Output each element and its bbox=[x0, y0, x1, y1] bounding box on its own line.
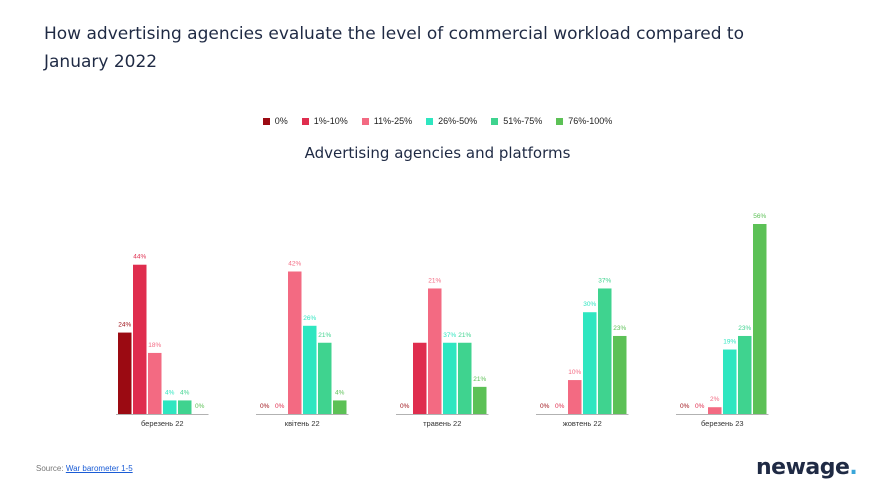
bar bbox=[708, 407, 722, 414]
legend-swatch bbox=[361, 117, 369, 125]
chart-title: Advertising agencies and platforms bbox=[304, 144, 571, 162]
data-label: 42% bbox=[288, 261, 301, 268]
data-label: 23% bbox=[613, 325, 626, 332]
data-label: 10% bbox=[568, 369, 581, 376]
category-label: травень 22 bbox=[423, 419, 461, 428]
bar bbox=[303, 325, 317, 414]
data-label: 37% bbox=[598, 277, 611, 284]
legend-item: 11%-25% bbox=[361, 116, 413, 126]
legend-label: 76%-100% bbox=[568, 116, 613, 126]
bar bbox=[163, 400, 177, 414]
bar bbox=[583, 312, 597, 414]
bar bbox=[148, 352, 162, 414]
legend-item: 76%-100% bbox=[556, 116, 612, 126]
page-title: How advertising agencies evaluate the le… bbox=[44, 24, 744, 72]
source-link[interactable]: War barometer 1-5 bbox=[65, 464, 133, 473]
legend-item: 26%-50% bbox=[426, 116, 477, 126]
data-label: 0% bbox=[695, 403, 705, 410]
data-label: 21% bbox=[318, 332, 331, 339]
legend-item: 0% bbox=[262, 116, 288, 126]
data-label: 0% bbox=[275, 403, 285, 410]
data-label: 0% bbox=[540, 403, 550, 410]
data-label: 26% bbox=[303, 315, 316, 322]
legend-swatch bbox=[301, 117, 309, 125]
data-label: 21% bbox=[473, 376, 486, 383]
source-note: Source: War barometer 1-5 bbox=[36, 464, 133, 473]
newage-logo: newage. bbox=[756, 455, 858, 480]
data-label: 19% bbox=[723, 339, 736, 346]
source-label: Source: bbox=[36, 464, 64, 473]
bar bbox=[568, 380, 582, 414]
data-label: 0% bbox=[195, 403, 205, 410]
legend-swatch bbox=[556, 117, 564, 125]
legend-swatch bbox=[426, 117, 434, 125]
category-label: березень 23 bbox=[701, 419, 744, 428]
data-label: 4% bbox=[165, 389, 175, 396]
category-label: березень 22 bbox=[141, 419, 184, 428]
bar bbox=[598, 288, 612, 414]
data-label: 24% bbox=[118, 322, 131, 329]
data-label: 21% bbox=[428, 277, 441, 284]
data-label: 37% bbox=[443, 332, 456, 339]
legend-item: 1%-10% bbox=[301, 116, 348, 126]
data-label: 0% bbox=[680, 403, 690, 410]
bar bbox=[133, 264, 147, 414]
brand-dot: . bbox=[849, 455, 858, 480]
legend-swatch bbox=[262, 117, 270, 125]
bar bbox=[443, 342, 457, 414]
chart-legend: 0% 1%-10% 11%-25% 26%-50% 51%-75% 76%-100% bbox=[0, 116, 875, 126]
data-label: 56% bbox=[753, 213, 766, 220]
data-label: 0% bbox=[555, 403, 565, 410]
brand-name: newage bbox=[756, 455, 850, 480]
legend-label: 51%-75% bbox=[503, 116, 543, 126]
bar bbox=[118, 332, 132, 414]
data-label: 44% bbox=[133, 254, 146, 261]
bar bbox=[723, 349, 737, 414]
legend-label: 26%-50% bbox=[438, 116, 478, 126]
legend-swatch bbox=[491, 117, 499, 125]
bar bbox=[753, 224, 767, 414]
bar bbox=[413, 342, 427, 414]
bar bbox=[333, 400, 347, 414]
data-label: 30% bbox=[583, 301, 596, 308]
data-label: 4% bbox=[335, 389, 345, 396]
bar bbox=[473, 386, 487, 414]
data-label: 18% bbox=[148, 342, 161, 349]
bar bbox=[458, 342, 472, 414]
data-label: 23% bbox=[738, 325, 751, 332]
bar bbox=[178, 400, 192, 414]
bar bbox=[738, 335, 752, 414]
data-label: 2% bbox=[710, 396, 720, 403]
legend-label: 0% bbox=[274, 116, 288, 126]
bar bbox=[428, 288, 442, 414]
bar bbox=[318, 342, 332, 414]
category-label: жовтень 22 bbox=[563, 419, 602, 428]
category-label: квітень 22 bbox=[285, 419, 320, 428]
legend-item: 51%-75% bbox=[491, 116, 542, 126]
data-label: 0% bbox=[400, 403, 410, 410]
data-label: 21% bbox=[458, 332, 471, 339]
data-label: 4% bbox=[180, 389, 190, 396]
legend-label: 1%-10% bbox=[313, 116, 348, 126]
legend-label: 11%-25% bbox=[373, 116, 413, 126]
data-label: 0% bbox=[260, 403, 270, 410]
bar bbox=[613, 335, 627, 414]
bar bbox=[288, 271, 302, 414]
